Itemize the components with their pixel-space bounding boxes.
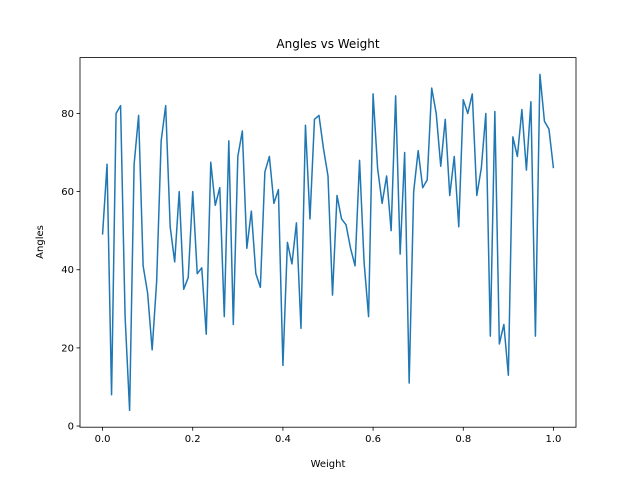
y-tick-label: 40 <box>61 265 74 276</box>
x-tick-label: 0.8 <box>455 434 471 445</box>
x-tick-label: 0.2 <box>185 434 201 445</box>
y-tick-label: 20 <box>61 343 74 354</box>
plot-frame <box>79 57 577 428</box>
y-axis-label: Angles <box>35 225 46 259</box>
x-tick-label: 1.0 <box>546 434 562 445</box>
x-tick-label: 0.4 <box>275 434 291 445</box>
y-tick-label: 80 <box>61 109 74 120</box>
x-tick-label: 0.0 <box>95 434 111 445</box>
x-tick-label: 0.6 <box>365 434 381 445</box>
data-line <box>101 73 555 412</box>
chart-title: Angles vs Weight <box>276 37 379 51</box>
x-axis-label: Weight <box>311 459 346 470</box>
y-tick-label: 60 <box>61 187 74 198</box>
y-tick-label: 0 <box>68 422 74 433</box>
